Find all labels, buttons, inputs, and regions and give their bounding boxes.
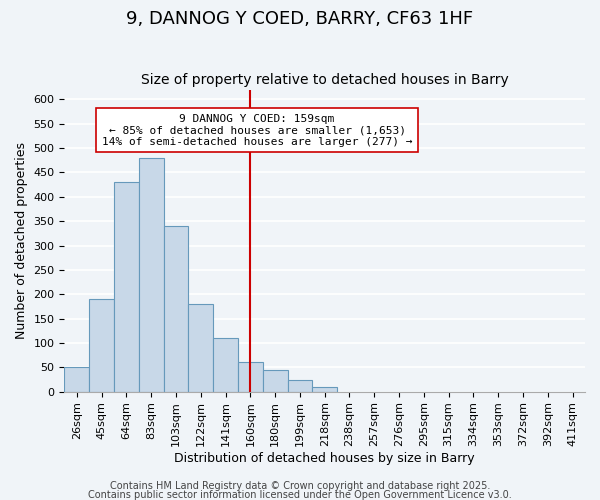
Title: Size of property relative to detached houses in Barry: Size of property relative to detached ho… [141,73,509,87]
Bar [213,338,238,392]
Bar [238,362,263,392]
X-axis label: Distribution of detached houses by size in Barry: Distribution of detached houses by size … [175,452,475,465]
Bar [263,370,287,392]
Text: 9, DANNOG Y COED, BARRY, CF63 1HF: 9, DANNOG Y COED, BARRY, CF63 1HF [127,10,473,28]
Bar [89,299,114,392]
Bar [164,226,188,392]
Text: 9 DANNOG Y COED: 159sqm
← 85% of detached houses are smaller (1,653)
14% of semi: 9 DANNOG Y COED: 159sqm ← 85% of detache… [102,114,412,147]
Bar [287,380,313,392]
Bar [64,368,89,392]
Y-axis label: Number of detached properties: Number of detached properties [15,142,28,339]
Bar [188,304,213,392]
Text: Contains HM Land Registry data © Crown copyright and database right 2025.: Contains HM Land Registry data © Crown c… [110,481,490,491]
Bar [313,387,337,392]
Bar [139,158,164,392]
Text: Contains public sector information licensed under the Open Government Licence v3: Contains public sector information licen… [88,490,512,500]
Bar [114,182,139,392]
